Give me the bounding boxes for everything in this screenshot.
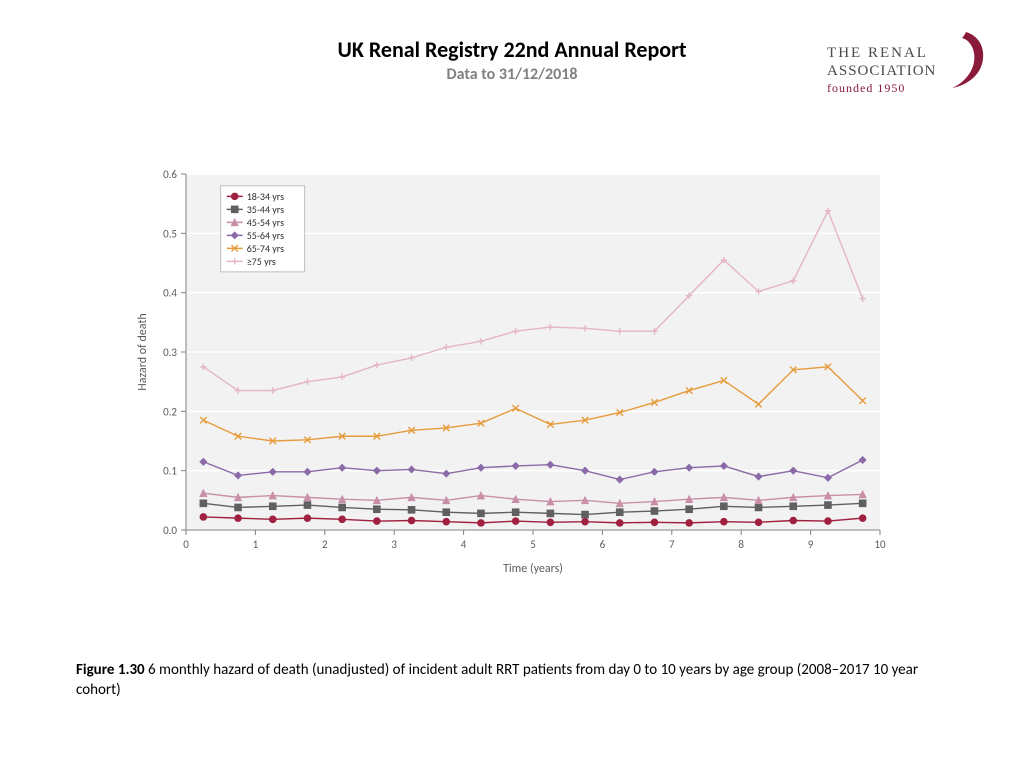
svg-text:4: 4 bbox=[461, 538, 467, 551]
svg-text:2: 2 bbox=[322, 538, 328, 551]
svg-text:Time (years): Time (years) bbox=[503, 562, 563, 576]
svg-text:0.5: 0.5 bbox=[163, 227, 177, 240]
hazard-chart: 0.0 0.1 0.2 0.3 0.4 0.5 0.6 0 1 2 3 4 5 6 7 8 9 10 Time (y… bbox=[130, 160, 890, 580]
logo-line-3: founded 1950 bbox=[827, 81, 905, 95]
svg-text:Hazard of death: Hazard of death bbox=[136, 313, 150, 391]
svg-text:18-34 yrs: 18-34 yrs bbox=[247, 190, 284, 203]
logo-line-2: ASSOCIATION bbox=[827, 63, 936, 79]
svg-text:10: 10 bbox=[874, 538, 886, 551]
svg-text:1: 1 bbox=[253, 538, 259, 551]
svg-text:6: 6 bbox=[600, 538, 606, 551]
svg-text:35-44 yrs: 35-44 yrs bbox=[247, 203, 284, 216]
svg-text:3: 3 bbox=[391, 538, 397, 551]
svg-text:8: 8 bbox=[738, 538, 744, 551]
figure-label: Figure 1.30 bbox=[76, 661, 145, 679]
svg-text:0: 0 bbox=[183, 538, 189, 551]
figure-caption: Figure 1.30 6 monthly hazard of death (u… bbox=[76, 660, 948, 701]
logo-swirl-icon bbox=[944, 28, 988, 96]
svg-text:9: 9 bbox=[808, 538, 814, 551]
organisation-logo: THE RENAL ASSOCIATION founded 1950 bbox=[827, 28, 988, 97]
svg-text:45-54 yrs: 45-54 yrs bbox=[247, 216, 284, 229]
logo-text: THE RENAL ASSOCIATION founded 1950 bbox=[827, 44, 936, 97]
svg-text:7: 7 bbox=[669, 538, 675, 551]
chart-svg: 0.0 0.1 0.2 0.3 0.4 0.5 0.6 0 1 2 3 4 5 6 7 8 9 10 Time (y… bbox=[130, 160, 890, 580]
svg-text:0.3: 0.3 bbox=[163, 346, 177, 359]
svg-text:0.6: 0.6 bbox=[163, 168, 177, 181]
svg-text:≥75 yrs: ≥75 yrs bbox=[247, 255, 276, 268]
svg-text:0.2: 0.2 bbox=[163, 405, 177, 418]
svg-text:65-74 yrs: 65-74 yrs bbox=[247, 242, 284, 255]
svg-text:0.4: 0.4 bbox=[163, 287, 177, 300]
svg-text:0.0: 0.0 bbox=[163, 524, 177, 537]
svg-text:0.1: 0.1 bbox=[163, 465, 177, 478]
svg-text:55-64 yrs: 55-64 yrs bbox=[247, 229, 284, 242]
figure-text: 6 monthly hazard of death (unadjusted) o… bbox=[76, 661, 918, 699]
logo-line-1: THE RENAL bbox=[827, 45, 928, 61]
svg-text:5: 5 bbox=[530, 538, 536, 551]
